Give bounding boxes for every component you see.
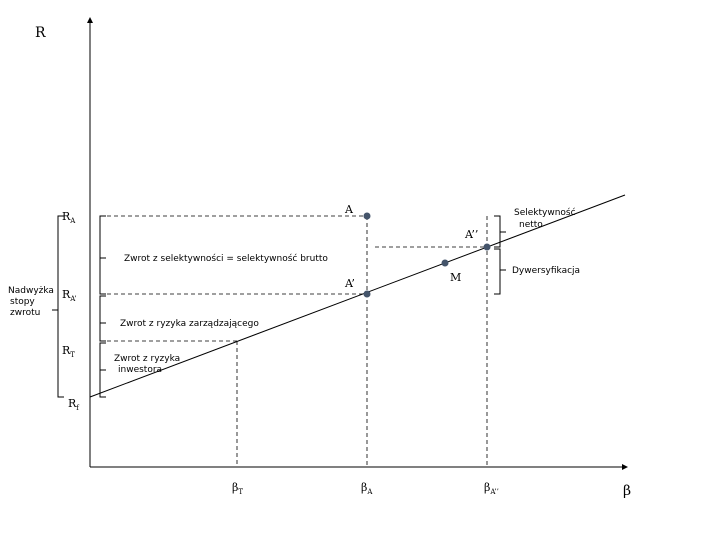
x-label: βA’’ (484, 481, 499, 496)
x-label: βA (361, 481, 373, 496)
point (363, 290, 371, 298)
point (441, 259, 449, 267)
y-label: Rf (68, 397, 80, 412)
annotation: Dywersyfikacja (512, 266, 580, 276)
market-line (89, 194, 626, 398)
y-axis-label: R (35, 25, 46, 41)
point-label: A’’ (464, 228, 478, 241)
y-label: RT (62, 344, 75, 359)
point (483, 243, 491, 251)
guides (100, 215, 488, 467)
x-axis-label: β (623, 483, 631, 499)
point-label: M (450, 271, 461, 284)
point-label: A’ (344, 277, 355, 290)
annotation: Selektywność (514, 207, 576, 218)
x-label: βT (232, 481, 243, 496)
annotation: netto (519, 220, 543, 230)
point (363, 212, 371, 220)
annotation: inwestora (118, 365, 162, 375)
annotation: zwrotu (10, 308, 40, 318)
y-label: RA’ (62, 288, 77, 303)
annotation: Zwrot z ryzyka zarządzającego (120, 319, 259, 329)
annotation: Zwrot z ryzyka (114, 354, 180, 364)
point-label: A (344, 203, 354, 216)
brackets (52, 215, 506, 398)
annotation: Nadwyżka (8, 286, 54, 296)
y-label: RA (62, 210, 76, 225)
annotation: stopy (10, 297, 35, 307)
annotation: Zwrot z selektywności = selektywność bru… (124, 253, 328, 264)
